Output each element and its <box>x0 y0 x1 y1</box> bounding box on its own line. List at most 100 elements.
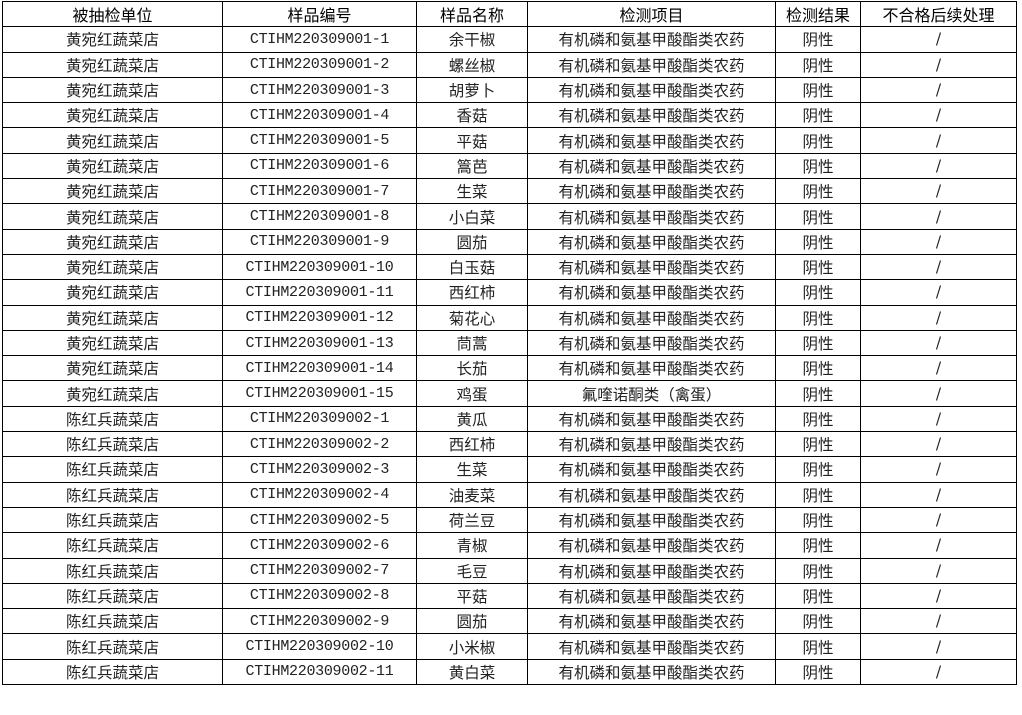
table-row: 黄宛红蔬菜店 CTIHM220309001-12 菊花心 有机磷和氨基甲酸酯类农药 阴性… <box>2 304 1017 331</box>
cell-test-result: 阴性 <box>775 608 861 635</box>
cell-test-item: 有机磷和氨基甲酸酯类农药 <box>527 532 776 559</box>
cell-test-result: 阴性 <box>775 76 861 104</box>
header-row: 被抽检单位 样品编号 样品名称 检测项目 检测结果 不合格后续处理 <box>2 0 1017 28</box>
cell-inspected-unit: 黄宛红蔬菜店 <box>2 127 223 154</box>
table-row: 黄宛红蔬菜店 CTIHM220309001-14 长茄 有机磷和氨基甲酸酯类农药 阴性 / <box>2 355 1017 382</box>
cell-followup: / <box>860 76 1017 104</box>
cell-inspected-unit: 黄宛红蔬菜店 <box>2 279 223 306</box>
cell-test-item: 有机磷和氨基甲酸酯类农药 <box>527 633 776 660</box>
cell-sample-name: 菊花心 <box>416 304 528 331</box>
cell-sample-id: CTIHM220309001-5 <box>222 127 417 154</box>
cell-sample-name: 鸡蛋 <box>416 380 528 407</box>
table-row: 黄宛红蔬菜店 CTIHM220309001-13 茼蒿 有机磷和氨基甲酸酯类农药 阴性 / <box>2 329 1017 357</box>
cell-sample-id: CTIHM220309001-11 <box>222 279 417 306</box>
cell-sample-name: 圆茄 <box>416 228 528 255</box>
cell-test-item: 有机磷和氨基甲酸酯类农药 <box>527 557 776 584</box>
cell-test-item: 有机磷和氨基甲酸酯类农药 <box>527 405 776 433</box>
cell-sample-id: CTIHM220309001-13 <box>222 329 417 357</box>
table-row: 陈红兵蔬菜店 CTIHM220309002-1 黄瓜 有机磷和氨基甲酸酯类农药 阴性 / <box>2 405 1017 433</box>
table-row: 黄宛红蔬菜店 CTIHM220309001-3 胡萝卜 有机磷和氨基甲酸酯类农药 阴性 / <box>2 76 1017 104</box>
header-inspected-unit: 被抽检单位 <box>2 0 223 28</box>
cell-test-result: 阴性 <box>775 582 861 610</box>
cell-inspected-unit: 陈红兵蔬菜店 <box>2 532 223 559</box>
cell-inspected-unit: 黄宛红蔬菜店 <box>2 51 223 78</box>
cell-test-result: 阴性 <box>775 304 861 331</box>
cell-sample-id: CTIHM220309001-14 <box>222 355 417 382</box>
cell-sample-id: CTIHM220309002-11 <box>222 658 417 686</box>
cell-test-result: 阴性 <box>775 228 861 255</box>
header-test-item: 检测项目 <box>527 0 776 28</box>
table-row: 陈红兵蔬菜店 CTIHM220309002-8 平菇 有机磷和氨基甲酸酯类农药 阴性 / <box>2 582 1017 610</box>
cell-sample-id: CTIHM220309002-2 <box>222 431 417 458</box>
cell-test-item: 有机磷和氨基甲酸酯类农药 <box>527 51 776 78</box>
cell-inspected-unit: 黄宛红蔬菜店 <box>2 76 223 104</box>
cell-sample-name: 白玉菇 <box>416 253 528 281</box>
cell-test-result: 阴性 <box>775 506 861 534</box>
cell-sample-id: CTIHM220309002-7 <box>222 557 417 584</box>
table-row: 陈红兵蔬菜店 CTIHM220309002-2 西红柿 有机磷和氨基甲酸酯类农药 阴性 / <box>2 431 1017 458</box>
cell-inspected-unit: 黄宛红蔬菜店 <box>2 355 223 382</box>
cell-inspected-unit: 黄宛红蔬菜店 <box>2 178 223 205</box>
cell-sample-name: 小白菜 <box>416 203 528 230</box>
table-row: 黄宛红蔬菜店 CTIHM220309001-2 螺丝椒 有机磷和氨基甲酸酯类农药 阴性 / <box>2 51 1017 78</box>
cell-test-item: 有机磷和氨基甲酸酯类农药 <box>527 253 776 281</box>
cell-followup: / <box>860 304 1017 331</box>
cell-followup: / <box>860 152 1017 180</box>
cell-sample-name: 毛豆 <box>416 557 528 584</box>
cell-sample-name: 生菜 <box>416 456 528 483</box>
cell-sample-id: CTIHM220309001-15 <box>222 380 417 407</box>
cell-test-result: 阴性 <box>775 329 861 357</box>
cell-sample-name: 生菜 <box>416 178 528 205</box>
cell-sample-name: 青椒 <box>416 532 528 559</box>
table-row: 黄宛红蔬菜店 CTIHM220309001-1 余干椒 有机磷和氨基甲酸酯类农药 阴性 / <box>2 26 1017 53</box>
cell-sample-name: 西红柿 <box>416 279 528 306</box>
header-sample-name: 样品名称 <box>416 0 528 28</box>
table-row: 陈红兵蔬菜店 CTIHM220309002-9 圆茄 有机磷和氨基甲酸酯类农药 阴性 / <box>2 608 1017 635</box>
cell-test-item: 有机磷和氨基甲酸酯类农药 <box>527 127 776 154</box>
cell-sample-name: 黄瓜 <box>416 405 528 433</box>
cell-test-item: 有机磷和氨基甲酸酯类农药 <box>527 152 776 180</box>
cell-inspected-unit: 黄宛红蔬菜店 <box>2 253 223 281</box>
cell-test-item: 有机磷和氨基甲酸酯类农药 <box>527 582 776 610</box>
cell-sample-name: 余干椒 <box>416 26 528 53</box>
cell-followup: / <box>860 582 1017 610</box>
cell-test-result: 阴性 <box>775 658 861 686</box>
cell-sample-name: 油麦菜 <box>416 481 528 508</box>
cell-followup: / <box>860 481 1017 508</box>
table-row: 黄宛红蔬菜店 CTIHM220309001-10 白玉菇 有机磷和氨基甲酸酯类农药 阴性… <box>2 253 1017 281</box>
cell-inspected-unit: 黄宛红蔬菜店 <box>2 228 223 255</box>
cell-test-result: 阴性 <box>775 355 861 382</box>
cell-inspected-unit: 黄宛红蔬菜店 <box>2 329 223 357</box>
cell-followup: / <box>860 658 1017 686</box>
table-row: 陈红兵蔬菜店 CTIHM220309002-6 青椒 有机磷和氨基甲酸酯类农药 阴性 / <box>2 532 1017 559</box>
cell-test-item: 有机磷和氨基甲酸酯类农药 <box>527 608 776 635</box>
cell-inspected-unit: 陈红兵蔬菜店 <box>2 557 223 584</box>
cell-sample-id: CTIHM220309001-6 <box>222 152 417 180</box>
cell-sample-id: CTIHM220309001-10 <box>222 253 417 281</box>
cell-inspected-unit: 黄宛红蔬菜店 <box>2 380 223 407</box>
cell-followup: / <box>860 608 1017 635</box>
cell-inspected-unit: 黄宛红蔬菜店 <box>2 304 223 331</box>
cell-test-item: 有机磷和氨基甲酸酯类农药 <box>527 102 776 129</box>
cell-sample-name: 茼蒿 <box>416 329 528 357</box>
cell-followup: / <box>860 127 1017 154</box>
cell-inspected-unit: 陈红兵蔬菜店 <box>2 456 223 483</box>
cell-test-result: 阴性 <box>775 431 861 458</box>
cell-inspected-unit: 陈红兵蔬菜店 <box>2 481 223 508</box>
cell-sample-id: CTIHM220309002-10 <box>222 633 417 660</box>
cell-followup: / <box>860 51 1017 78</box>
cell-inspected-unit: 陈红兵蔬菜店 <box>2 658 223 686</box>
cell-test-item: 有机磷和氨基甲酸酯类农药 <box>527 178 776 205</box>
table-row: 陈红兵蔬菜店 CTIHM220309002-5 荷兰豆 有机磷和氨基甲酸酯类农药 阴性 / <box>2 506 1017 534</box>
header-followup: 不合格后续处理 <box>860 0 1017 28</box>
cell-test-result: 阴性 <box>775 127 861 154</box>
cell-inspected-unit: 陈红兵蔬菜店 <box>2 506 223 534</box>
cell-sample-id: CTIHM220309002-5 <box>222 506 417 534</box>
cell-test-result: 阴性 <box>775 253 861 281</box>
cell-test-result: 阴性 <box>775 178 861 205</box>
cell-test-result: 阴性 <box>775 51 861 78</box>
cell-test-result: 阴性 <box>775 380 861 407</box>
cell-inspected-unit: 陈红兵蔬菜店 <box>2 405 223 433</box>
table-row: 陈红兵蔬菜店 CTIHM220309002-7 毛豆 有机磷和氨基甲酸酯类农药 阴性 / <box>2 557 1017 584</box>
cell-sample-name: 平菇 <box>416 127 528 154</box>
